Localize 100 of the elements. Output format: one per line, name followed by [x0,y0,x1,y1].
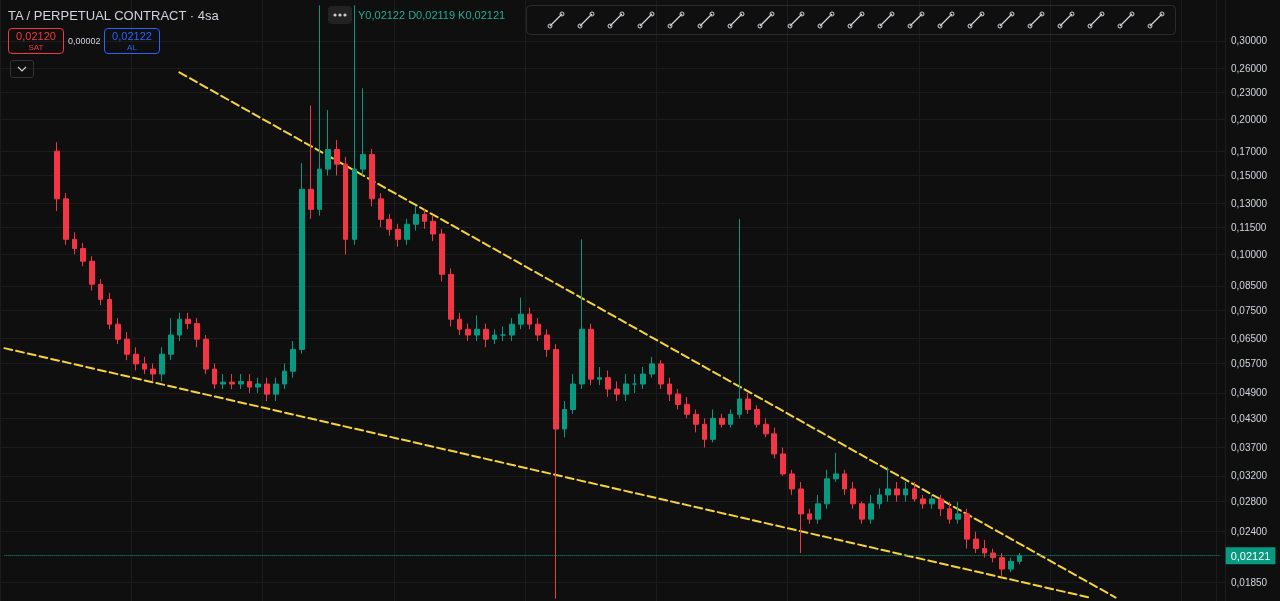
candlestick [982,539,987,559]
candlestick [588,323,594,386]
candlestick [80,242,86,267]
candlestick [684,396,690,419]
candlestick [54,141,60,212]
candlestick [728,409,733,429]
candlestick [229,373,235,390]
annotation: 0,00002 [68,36,101,46]
y-tick-label: 0,30000 [1231,35,1268,47]
candlestick [500,325,506,342]
candlestick [562,400,567,438]
candlestick [763,417,769,438]
candlestick [640,366,646,390]
text: TA / PERPETUAL CONTRACT · 4sa [8,8,219,23]
candlestick [614,380,620,402]
candlestick [299,162,305,355]
y-tick-label: 0,20000 [1231,114,1268,126]
candlestick [343,156,348,255]
y-tick-label: 0,11500 [1231,221,1267,233]
annotation: AL [126,42,138,53]
candlestick [824,469,830,510]
annotation: 0,02120 [15,30,57,42]
candlestick [955,501,961,525]
y-tick-label: 0,01850 [1231,576,1268,588]
y-tick-label: 0,03700 [1231,442,1268,454]
candlestick [894,481,900,503]
candlestick [693,409,699,433]
candlestick [63,192,69,246]
candlestick [142,356,147,375]
candlestick [334,139,340,176]
candlestick [124,331,130,361]
y-tick-label: 0,08500 [1231,280,1268,292]
candlestick [702,417,707,449]
candlestick [317,4,322,217]
candlestick [667,377,672,402]
y-tick-label: 0,02800 [1231,496,1268,508]
candlestick [842,469,847,496]
candlestick [290,340,296,379]
candlestick [325,109,331,176]
candlestick [903,481,908,503]
candlestick [833,452,839,483]
candlestick [194,317,200,348]
candlestick [973,531,979,554]
candlestick [369,148,375,207]
candlestick [378,192,384,228]
candlestick [98,278,103,306]
annotation: SAT [27,42,45,53]
candlestick [185,312,191,330]
candlestick [675,388,681,410]
candlestick [448,267,454,327]
candlestick [649,356,655,379]
candlestick [868,494,874,525]
candlestick [990,548,996,563]
candlestick [457,312,462,336]
candlestick [465,323,471,342]
candlestick [859,501,865,525]
y-tick-label: 0,02400 [1231,526,1268,538]
annotation: Y0,02122 D0,02119 K0,02121 [358,9,506,21]
candlestick [386,213,392,237]
y-tick-label: 0,23000 [1231,86,1268,98]
candlestick [780,447,786,477]
candlestick [308,105,314,220]
candlestick [273,377,279,402]
candlestick [605,369,611,398]
candlestick [413,205,419,232]
candlestick [422,208,427,230]
candlestick [168,317,174,361]
candlestick [255,377,261,394]
candlestick [544,328,550,358]
candlestick [745,392,751,415]
candlestick [632,373,637,394]
candlestick [220,373,226,390]
candlestick [527,307,532,330]
candlestick [247,373,252,394]
y-tick-label: 0,05700 [1231,358,1268,370]
candlestick [177,312,182,342]
candlestick [439,228,445,282]
y-tick-label: 0,03200 [1231,470,1268,482]
candlestick [579,238,585,390]
y-tick-label: 0,07500 [1231,304,1268,316]
candlestick [107,292,112,330]
candlestick [807,508,812,525]
candlestick [999,552,1005,578]
candlestick [115,317,121,345]
candlestick [159,346,165,382]
candlestick [789,469,795,496]
candlestick [597,366,602,386]
y-tick-label: 0,13000 [1231,197,1268,209]
candlestick [920,494,926,510]
candlestick [352,4,357,246]
candlestick [570,373,576,415]
y-tick-label: 0,17000 [1231,145,1268,157]
candlestick [850,481,856,510]
candlestick [282,363,287,390]
candlestick [509,317,515,342]
y-tick-label: 0,10000 [1231,248,1268,260]
candlestick [938,494,944,517]
candlestick [360,87,366,176]
candlestick [238,373,244,390]
y-tick-label: 0,15000 [1231,169,1268,181]
